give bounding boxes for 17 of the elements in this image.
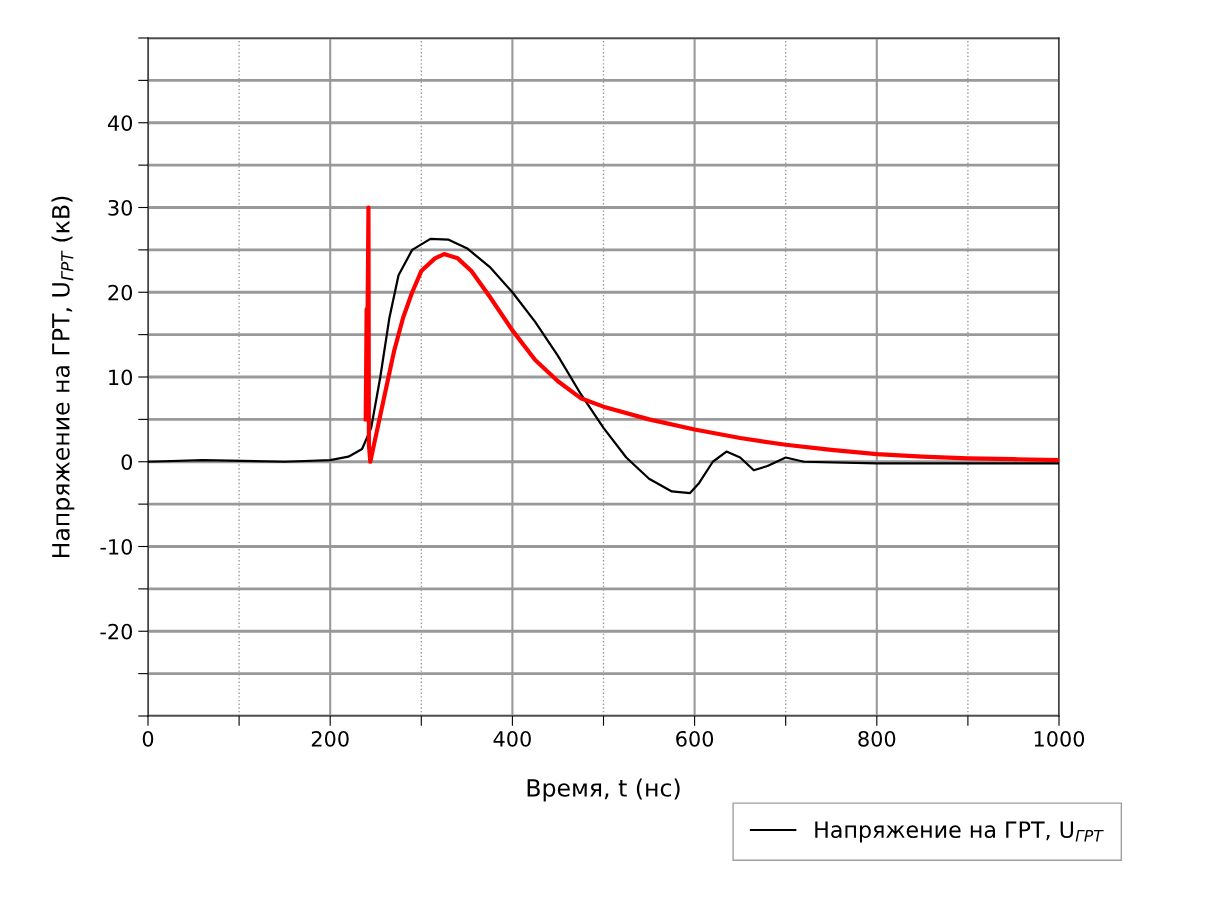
legend-label: Напряжение на ГРТ, U$_{ГРТ}$ <box>815 821 1104 843</box>
x-tick-label: 0 <box>142 730 154 747</box>
y-tick-label: -10 <box>100 538 133 555</box>
x-tick-label: 1000 <box>1034 730 1085 747</box>
y-tick-label: -20 <box>100 623 133 640</box>
line-series <box>363 205 1059 464</box>
x-tick-label: 600 <box>676 730 714 747</box>
x-tick-label: 800 <box>858 730 896 747</box>
x-axis-title: Время, t (нс) <box>527 778 680 802</box>
y-axis-title: Напряжение на ГРТ, U$_{ГРТ}$ (кВ) <box>51 196 75 558</box>
x-tick-label: 400 <box>493 730 531 747</box>
y-tick-label: 20 <box>108 284 133 301</box>
y-tick-label: 10 <box>109 369 133 386</box>
y-tick-label: 0 <box>121 454 133 470</box>
y-tick-label: 40 <box>107 115 133 131</box>
x-tick-label: 200 <box>311 730 349 747</box>
y-tick-label: 30 <box>108 199 133 216</box>
